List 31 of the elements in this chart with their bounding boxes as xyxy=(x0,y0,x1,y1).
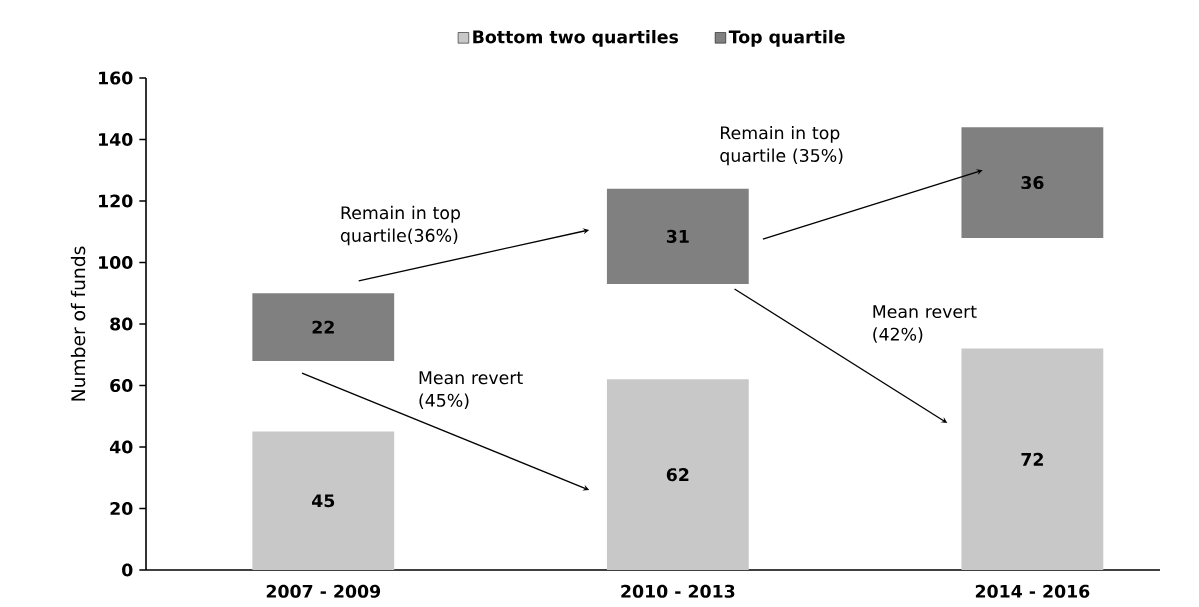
y-tick-label: 160 xyxy=(99,71,133,85)
y-tick-label: 0 xyxy=(122,563,133,577)
x-tick-label: 2007 - 2009 xyxy=(266,584,381,598)
data-label: 72 xyxy=(1021,452,1043,466)
bar xyxy=(961,127,1104,238)
data-label: 22 xyxy=(312,320,334,334)
data-label: 36 xyxy=(1021,176,1044,190)
legend-label: Top quartile xyxy=(728,29,845,47)
y-tick-label: 120 xyxy=(99,194,133,208)
bar xyxy=(606,188,749,285)
annotation: Mean revert (45%) xyxy=(419,371,523,409)
annotation: Mean revert (42%) xyxy=(873,305,977,343)
y-tick-label: 140 xyxy=(99,132,133,147)
data-label: 45 xyxy=(311,494,335,508)
data-label: 62 xyxy=(666,468,689,482)
y-tick-label: 40 xyxy=(109,440,133,454)
y-tick-label: 60 xyxy=(110,378,133,393)
bar xyxy=(606,379,749,570)
data-label: 31 xyxy=(666,229,689,243)
y-tick-label: 100 xyxy=(99,255,133,270)
y-axis-title: Number of funds xyxy=(70,246,86,401)
bar xyxy=(252,293,395,361)
x-tick-label: 2014 - 2016 xyxy=(975,584,1090,598)
y-tick-label: 20 xyxy=(110,501,133,516)
bar xyxy=(252,431,395,570)
x-tick-label: 2010 - 2013 xyxy=(621,584,735,598)
annotation: Remain in top quartile(36%) xyxy=(340,205,461,246)
annotation: Remain in top quartile (35%) xyxy=(720,125,843,166)
y-tick-label: 80 xyxy=(110,317,133,331)
bar xyxy=(961,348,1104,570)
legend-label: Bottom two quartiles xyxy=(473,29,679,47)
